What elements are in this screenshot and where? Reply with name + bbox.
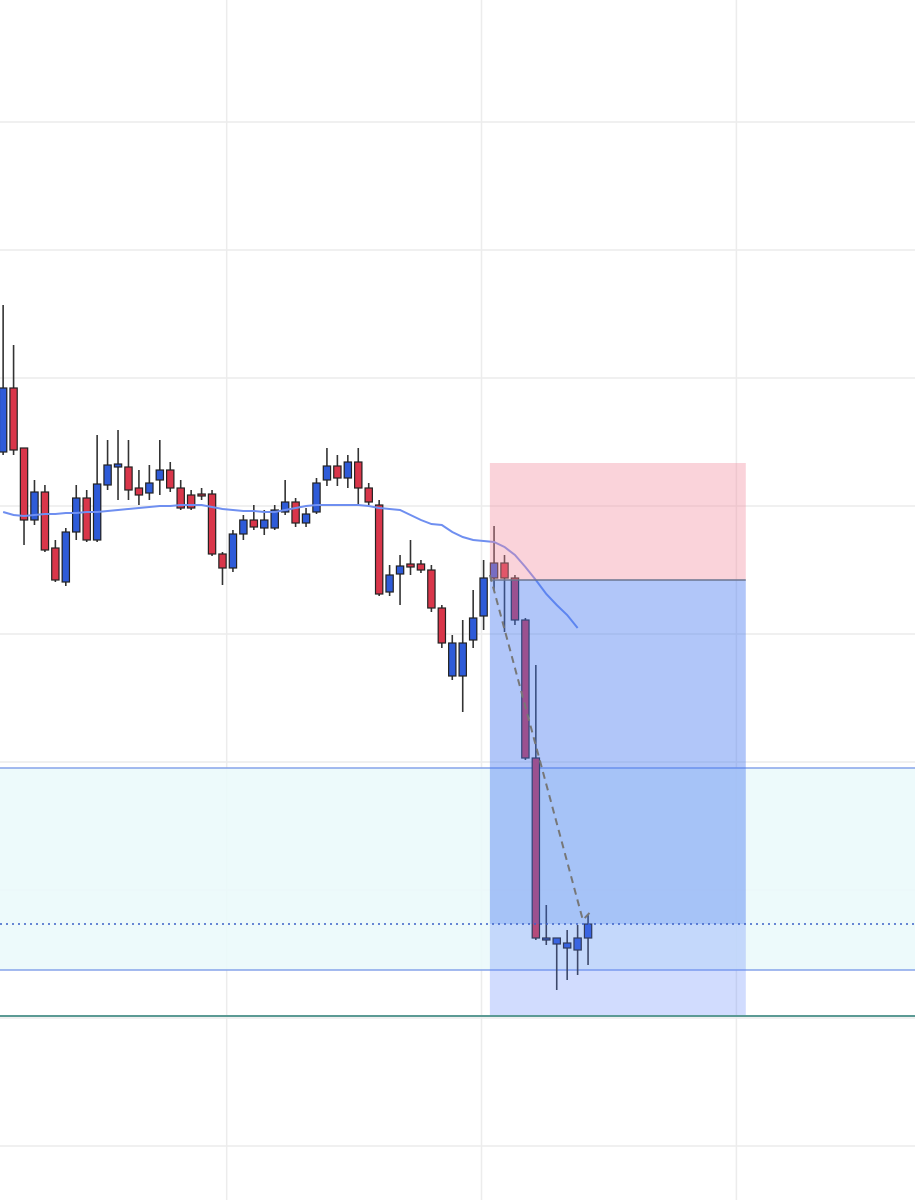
- candle-body: [228, 533, 238, 569]
- candle-body: [145, 482, 154, 494]
- candle-body: [270, 509, 279, 529]
- candle-body: [406, 563, 415, 568]
- candle-body: [468, 617, 478, 641]
- candle-body: [166, 469, 175, 489]
- candle-body: [489, 562, 499, 579]
- candle-body: [71, 497, 81, 533]
- candle-body: [374, 504, 384, 595]
- candle-body: [155, 469, 165, 481]
- candle-body: [333, 465, 342, 479]
- target-box: [489, 924, 746, 1015]
- candle-body: [51, 547, 60, 581]
- candle-body: [416, 563, 426, 571]
- candle-body: [239, 519, 248, 535]
- candle-body: [30, 491, 39, 521]
- zone: [0, 768, 915, 970]
- candle-body: [458, 642, 467, 677]
- candle-body: [500, 562, 509, 579]
- candle-body: [9, 387, 18, 451]
- candle-body: [249, 519, 259, 528]
- candle-body: [186, 494, 196, 509]
- profit-box: [489, 580, 746, 924]
- candle-body: [176, 487, 185, 509]
- candle-body: [437, 607, 447, 644]
- candle-body: [312, 482, 321, 513]
- candle-body: [0, 387, 8, 453]
- candle-body: [103, 464, 112, 486]
- candle-body: [40, 491, 50, 551]
- candle-body: [134, 487, 144, 496]
- candle-body: [61, 531, 71, 583]
- projection: [488, 574, 593, 922]
- candle-body: [124, 466, 133, 491]
- candle-body: [562, 942, 572, 949]
- candle-body: [207, 493, 217, 555]
- stop-box: [489, 463, 746, 580]
- candle-body: [542, 937, 551, 941]
- candle-body: [395, 565, 405, 575]
- candle-body: [364, 487, 373, 503]
- candle-body: [280, 501, 290, 513]
- candle-body: [385, 574, 394, 593]
- candle-body: [291, 501, 300, 524]
- candle-body: [573, 937, 582, 951]
- moving-average: [2, 504, 579, 629]
- candle-body: [343, 461, 353, 479]
- candle-body: [301, 513, 311, 524]
- candle-body: [218, 553, 227, 569]
- candle-body: [82, 497, 91, 541]
- candle-body: [531, 757, 541, 939]
- candle-body: [260, 519, 269, 529]
- candle-body: [479, 577, 488, 617]
- candle-body: [197, 493, 206, 497]
- candle-body: [19, 447, 29, 521]
- candle-body: [322, 465, 332, 481]
- candle-body: [354, 461, 363, 489]
- candle-body: [427, 569, 436, 609]
- candle-body: [510, 577, 520, 621]
- candle-body: [552, 937, 561, 945]
- candle-body: [448, 642, 457, 677]
- candle-body: [521, 619, 530, 759]
- candle-body: [113, 463, 123, 468]
